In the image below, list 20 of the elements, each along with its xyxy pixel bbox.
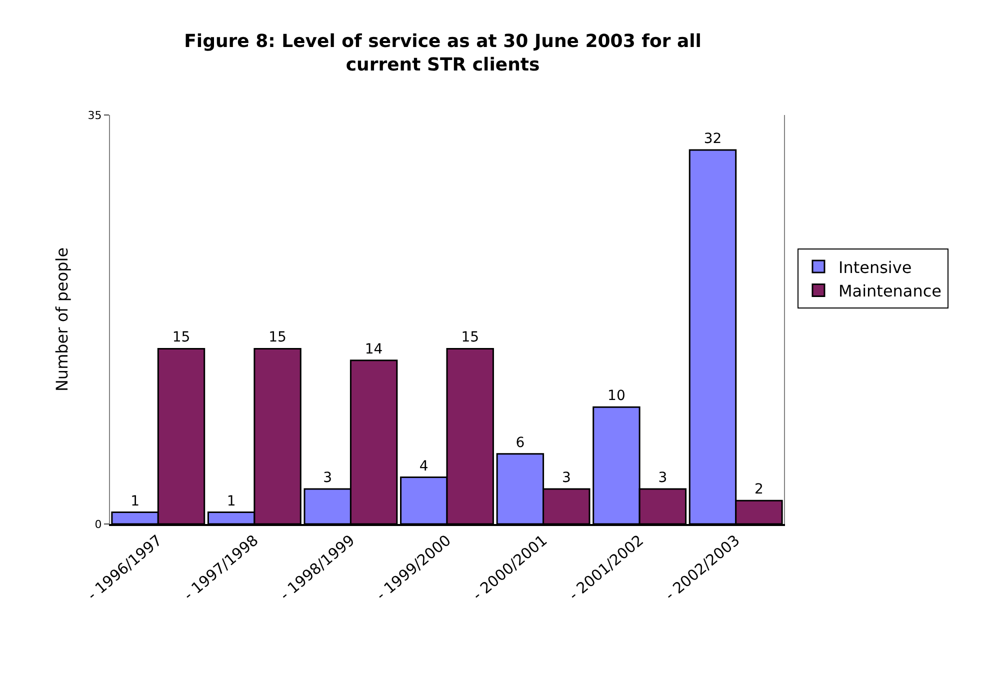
- data-label: 1: [226, 493, 236, 510]
- data-label: 15: [268, 330, 286, 346]
- legend-label: Maintenance: [838, 282, 942, 301]
- data-label: 32: [704, 131, 722, 148]
- data-label: 6: [516, 434, 525, 451]
- data-label: 10: [608, 388, 626, 404]
- data-label: 2: [754, 482, 764, 498]
- y-tick-label: 35: [88, 108, 102, 122]
- legend-label: Intensive: [838, 258, 912, 277]
- data-label: 15: [461, 330, 480, 346]
- y-axis-title: Number of people: [52, 247, 72, 392]
- data-label: 3: [323, 470, 332, 486]
- data-label: 14: [364, 341, 383, 358]
- data-label: 3: [562, 470, 571, 486]
- data-label: 3: [658, 470, 668, 486]
- data-label: 15: [172, 330, 190, 346]
- chart-title: Figure 8: Level of service as at 30 June 2003 for all current STR clients: [184, 31, 702, 76]
- data-label: 4: [419, 458, 428, 474]
- data-label: 1: [130, 493, 140, 510]
- y-tick-label: 0: [94, 518, 102, 531]
